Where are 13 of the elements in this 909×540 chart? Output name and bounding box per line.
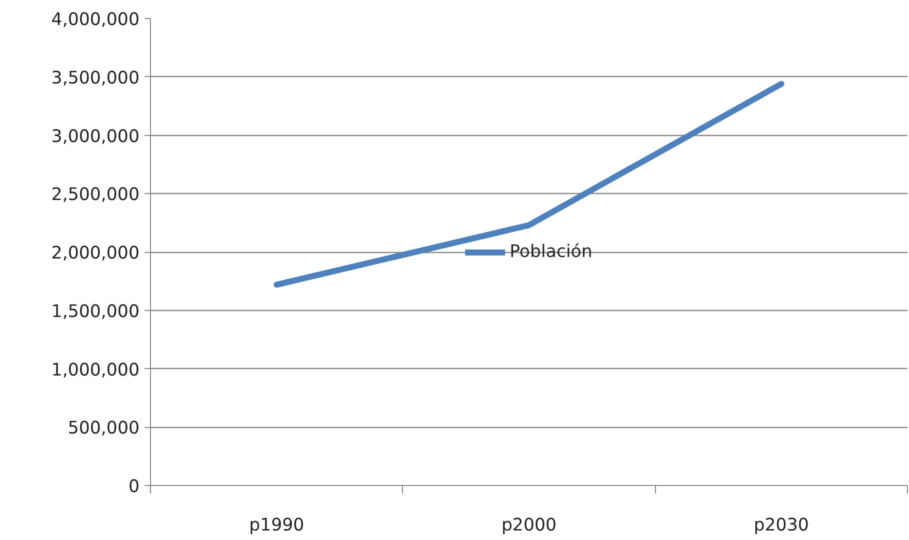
y-tick-label: 500,000	[68, 418, 140, 439]
y-tick-label: 3,000,000	[51, 126, 140, 147]
y-tick-label: 2,500,000	[51, 185, 140, 206]
x-tick-label: p1990	[249, 516, 304, 536]
y-tick-label: 1,500,000	[51, 302, 140, 322]
x-tick-label: p2030	[754, 516, 809, 536]
y-tick-label: 0	[128, 477, 140, 497]
y-tick-label: 4,000,000	[51, 10, 140, 30]
y-tick-label: 2,000,000	[51, 244, 140, 264]
y-tick-label: 1,000,000	[51, 360, 140, 380]
legend-label: Población	[510, 242, 592, 262]
y-tick-label: 3,500,000	[51, 68, 140, 88]
x-tick-label: p2000	[501, 516, 557, 536]
